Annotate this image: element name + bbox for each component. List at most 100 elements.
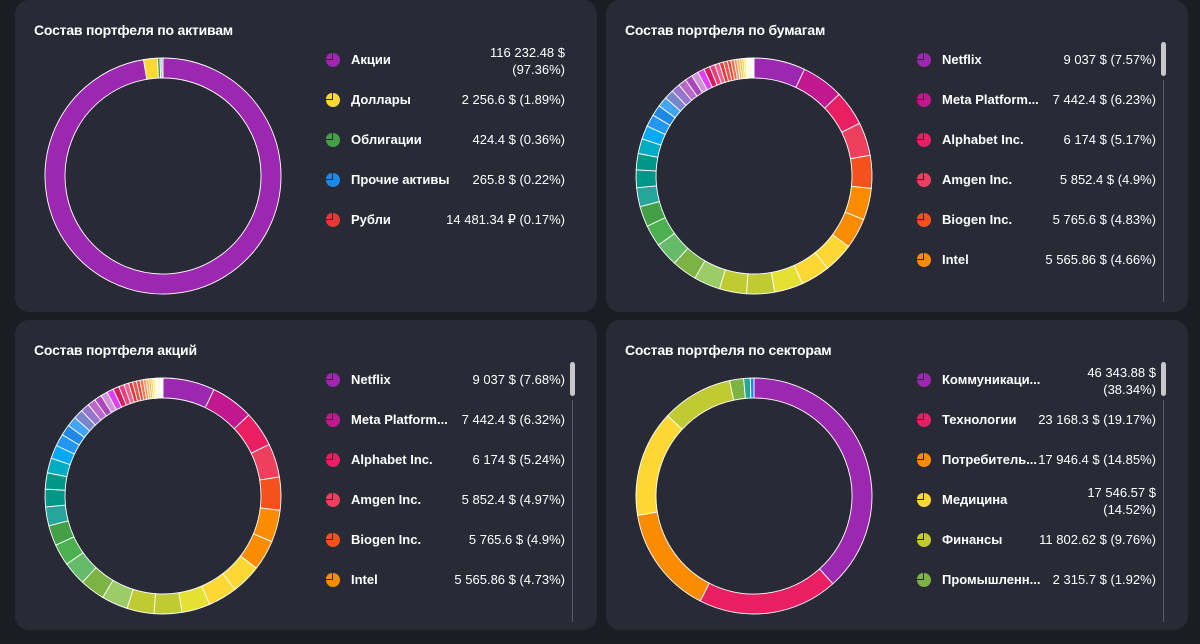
legend-item[interactable]: Amgen Inc. 5 852.4 $ (4.9%) bbox=[916, 160, 1156, 200]
pie-chart-icon bbox=[917, 253, 931, 267]
panel-title: Состав портфеля по бумагам bbox=[625, 22, 826, 38]
donut-slice[interactable] bbox=[259, 476, 282, 511]
legend-item[interactable]: Прочие активы 265.8 $ (0.22%) bbox=[325, 160, 565, 200]
donut-slice[interactable] bbox=[44, 57, 282, 295]
legend-value: 7 442.4 $ (6.23%) bbox=[1052, 92, 1156, 107]
legend-label: Коммуникаци... bbox=[942, 372, 1041, 387]
legend-scrollbar-thumb[interactable] bbox=[570, 362, 575, 396]
legend-value: 9 037 $ (7.68%) bbox=[472, 372, 565, 387]
pie-chart-icon bbox=[917, 453, 931, 467]
donut-slice[interactable] bbox=[746, 271, 776, 295]
pie-chart-icon bbox=[917, 173, 931, 187]
legend-item[interactable]: Alphabet Inc. 6 174 $ (5.17%) bbox=[916, 120, 1156, 160]
donut-slice[interactable] bbox=[161, 377, 164, 399]
pie-chart-icon bbox=[326, 533, 340, 547]
legend-value: 11 802.62 $ (9.76%) bbox=[1039, 532, 1156, 547]
legend-item[interactable]: Доллары 2 256.6 $ (1.89%) bbox=[325, 80, 565, 120]
legend-label: Netflix bbox=[942, 52, 982, 67]
legend-value: 17 546.57 $ (14.52%) bbox=[1087, 485, 1156, 517]
legend-label: Netflix bbox=[351, 372, 391, 387]
legend-value: 2 256.6 $ (1.89%) bbox=[461, 92, 565, 107]
legend-item[interactable]: Intel 5 565.86 $ (4.73%) bbox=[325, 560, 565, 600]
legend-label: Рубли bbox=[351, 212, 391, 227]
legend-scrollbar-thumb[interactable] bbox=[1161, 42, 1166, 76]
legend-item[interactable]: Медицина 17 546.57 $ (14.52%) bbox=[916, 480, 1156, 520]
legend-value: 23 168.3 $ (19.17%) bbox=[1038, 412, 1156, 427]
legend-item[interactable]: Meta Platform... 7 442.4 $ (6.32%) bbox=[325, 400, 565, 440]
donut-slice[interactable] bbox=[753, 377, 873, 585]
panel-securities: Состав портфеля по бумагам Netflix 9 037 … bbox=[606, 0, 1188, 312]
legend-value: 46 343.88 $ (38.34%) bbox=[1087, 365, 1156, 397]
legend-label: Потребитель... bbox=[942, 452, 1038, 467]
pie-chart-icon bbox=[326, 133, 340, 147]
pie-chart-icon bbox=[326, 573, 340, 587]
legend-value: 6 174 $ (5.17%) bbox=[1063, 132, 1156, 147]
donut-chart[interactable] bbox=[634, 376, 874, 616]
legend-label: Промышленн... bbox=[942, 572, 1041, 587]
pie-chart-icon bbox=[917, 413, 931, 427]
donut-chart[interactable] bbox=[43, 56, 283, 296]
donut-chart[interactable] bbox=[634, 56, 874, 296]
legend-value: 17 946.4 $ (14.85%) bbox=[1038, 452, 1156, 467]
legend-item[interactable]: Финансы 11 802.62 $ (9.76%) bbox=[916, 520, 1156, 560]
legend-scrollbar-thumb[interactable] bbox=[1161, 362, 1166, 396]
donut-slice[interactable] bbox=[699, 568, 834, 615]
legend-value: 265.8 $ (0.22%) bbox=[472, 172, 565, 187]
legend-item[interactable]: Netflix 9 037 $ (7.57%) bbox=[916, 40, 1156, 80]
legend-item[interactable]: Netflix 9 037 $ (7.68%) bbox=[325, 360, 565, 400]
legend-value: 2 315.7 $ (1.92%) bbox=[1052, 572, 1156, 587]
legend-item[interactable]: Amgen Inc. 5 852.4 $ (4.97%) bbox=[325, 480, 565, 520]
pie-chart-icon bbox=[917, 373, 931, 387]
pie-chart-icon bbox=[326, 93, 340, 107]
legend-value: 116 232.48 $ (97.36%) bbox=[490, 45, 565, 77]
pie-chart-icon bbox=[326, 413, 340, 427]
legend-label: Alphabet Inc. bbox=[351, 452, 433, 467]
legend-value: 5 852.4 $ (4.9%) bbox=[1059, 172, 1156, 187]
legend-scrollbar-track[interactable] bbox=[1163, 400, 1164, 622]
legend-label: Технологии bbox=[942, 412, 1017, 427]
donut-slice[interactable] bbox=[743, 377, 752, 399]
pie-chart-icon bbox=[917, 573, 931, 587]
legend-scrollbar-track[interactable] bbox=[572, 400, 573, 622]
legend-item[interactable]: Потребитель... 17 946.4 $ (14.85%) bbox=[916, 440, 1156, 480]
legend-value: 14 481.34 ₽ (0.17%) bbox=[446, 212, 565, 227]
legend-item[interactable]: Облигации 424.4 $ (0.36%) bbox=[325, 120, 565, 160]
donut-slice[interactable] bbox=[44, 488, 66, 508]
legend-scrollbar-track[interactable] bbox=[1163, 80, 1164, 302]
donut-slice[interactable] bbox=[752, 57, 755, 79]
panel-assets: Состав портфеля по активам Акции 116 232.… bbox=[15, 0, 597, 312]
donut-slice[interactable] bbox=[162, 377, 215, 409]
legend-label: Amgen Inc. bbox=[942, 172, 1013, 187]
legend-item[interactable]: Промышленн... 2 315.7 $ (1.92%) bbox=[916, 560, 1156, 600]
legend-label: Прочие активы bbox=[351, 172, 450, 187]
legend-label: Акции bbox=[351, 52, 391, 67]
legend-item[interactable]: Рубли 14 481.34 ₽ (0.17%) bbox=[325, 200, 565, 240]
legend-item[interactable]: Intel 5 565.86 $ (4.66%) bbox=[916, 240, 1156, 280]
pie-chart-icon bbox=[326, 493, 340, 507]
donut-slice[interactable] bbox=[749, 377, 755, 399]
legend-label: Amgen Inc. bbox=[351, 492, 422, 507]
legend-item[interactable]: Biogen Inc. 5 765.6 $ (4.9%) bbox=[325, 520, 565, 560]
donut-slice[interactable] bbox=[637, 511, 710, 602]
donut-slice[interactable] bbox=[161, 57, 164, 79]
donut-slice[interactable] bbox=[635, 169, 657, 189]
legend-item[interactable]: Акции 116 232.48 $ (97.36%) bbox=[325, 40, 565, 80]
legend-item[interactable]: Технологии 23 168.3 $ (19.17%) bbox=[916, 400, 1156, 440]
donut-chart[interactable] bbox=[43, 376, 283, 616]
donut-slice[interactable] bbox=[849, 154, 873, 189]
panel-title: Состав портфеля по активам bbox=[34, 22, 233, 38]
legend-item[interactable]: Коммуникаци... 46 343.88 $ (38.34%) bbox=[916, 360, 1156, 400]
legend-value: 5 565.86 $ (4.73%) bbox=[454, 572, 565, 587]
legend-item[interactable]: Meta Platform... 7 442.4 $ (6.23%) bbox=[916, 80, 1156, 120]
legend-item[interactable]: Alphabet Inc. 6 174 $ (5.24%) bbox=[325, 440, 565, 480]
donut-slice[interactable] bbox=[753, 57, 806, 89]
legend-label: Biogen Inc. bbox=[942, 212, 1013, 227]
pie-chart-icon bbox=[326, 213, 340, 227]
donut-slice[interactable] bbox=[153, 592, 183, 615]
legend-value: 5 852.4 $ (4.97%) bbox=[461, 492, 565, 507]
donut-slice[interactable] bbox=[635, 415, 683, 516]
donut-slice[interactable] bbox=[666, 380, 735, 430]
legend-item[interactable]: Biogen Inc. 5 765.6 $ (4.83%) bbox=[916, 200, 1156, 240]
panel-title: Состав портфеля по секторам bbox=[625, 342, 832, 358]
legend-value: 424.4 $ (0.36%) bbox=[472, 132, 565, 147]
